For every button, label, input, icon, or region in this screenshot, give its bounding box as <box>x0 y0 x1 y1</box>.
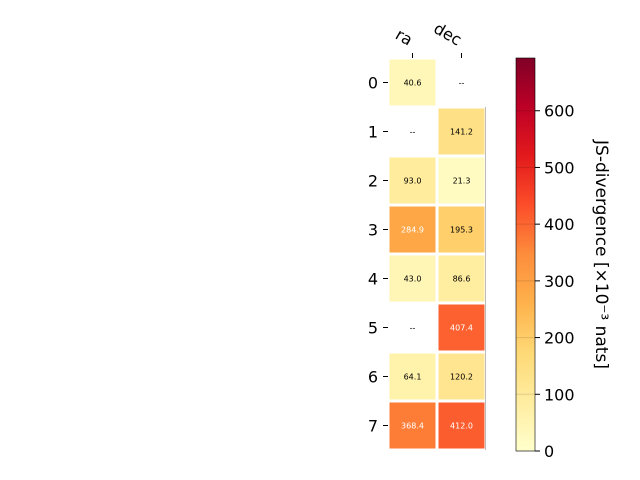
y-tick-label: 4 <box>368 270 378 289</box>
colorbar-tick-label: 300 <box>544 272 575 291</box>
heatmap-cell <box>438 108 485 155</box>
heatmap-cell <box>389 206 436 253</box>
cell-value-label: 368.4 <box>401 422 424 431</box>
colorbar-tick-label: 200 <box>544 329 575 348</box>
cell-value-label: 120.2 <box>450 373 473 382</box>
cell-value-label: 21.3 <box>453 177 471 186</box>
y-tick-label: 0 <box>368 74 378 93</box>
cell-value-label: -- <box>410 324 416 333</box>
cell-value-label: 64.1 <box>404 373 422 382</box>
colorbar-tick-label: 500 <box>544 158 575 177</box>
colorbar-tick-label: 100 <box>544 385 575 404</box>
cell-value-label: -- <box>459 79 465 88</box>
cell-value-label: 43.0 <box>404 275 422 284</box>
colorbar-tick-label: 400 <box>544 215 575 234</box>
heatmap-cell <box>438 402 485 449</box>
heatmap-cell <box>389 402 436 449</box>
heatmap-cell <box>389 59 436 106</box>
cell-value-label: 141.2 <box>450 128 473 137</box>
y-tick-label: 5 <box>368 319 378 338</box>
heatmap-cell <box>438 206 485 253</box>
cell-value-label: 93.0 <box>404 177 422 186</box>
cell-value-label: 407.4 <box>450 324 473 333</box>
heatmap-cell <box>438 304 485 351</box>
colorbar-tick-label: 600 <box>544 102 575 121</box>
cell-value-label: 40.6 <box>404 79 422 88</box>
heatmap-cells: 40.6 -- -- 141.2 93.0 21.3 284.9 195.3 43.0 86.6 -… <box>389 59 485 449</box>
y-tick-label: 7 <box>368 417 378 436</box>
heatmap-cell <box>389 157 436 204</box>
heatmap-cell <box>438 255 485 302</box>
y-tick-label: 2 <box>368 172 378 191</box>
x-tick-label: dec <box>431 19 465 50</box>
heatmap-axes: 0 1 2 3 4 5 6 7 ra dec <box>368 19 486 450</box>
heatmap-cell <box>389 255 436 302</box>
x-tick-label: ra <box>392 25 416 50</box>
cell-value-label: 284.9 <box>401 226 424 235</box>
colorbar-gradient <box>515 57 536 452</box>
cell-value-label: 195.3 <box>450 226 473 235</box>
colorbar-tick-label: 0 <box>544 442 554 461</box>
colorbar-title: JS-divergence [×10⁻³ nats] <box>591 139 611 369</box>
heatmap-cell <box>389 353 436 400</box>
colorbar: 0 100 200 300 400 500 600 JS-divergence [×10⁻³ … <box>515 57 611 461</box>
cell-value-label: 86.6 <box>453 275 471 284</box>
y-tick-label: 1 <box>368 123 378 142</box>
y-tick-label: 3 <box>368 221 378 240</box>
cell-value-label: -- <box>410 128 416 137</box>
heatmap-cell <box>438 157 485 204</box>
cell-value-label: 412.0 <box>450 422 473 431</box>
heatmap-cell <box>438 353 485 400</box>
y-tick-label: 6 <box>368 368 378 387</box>
